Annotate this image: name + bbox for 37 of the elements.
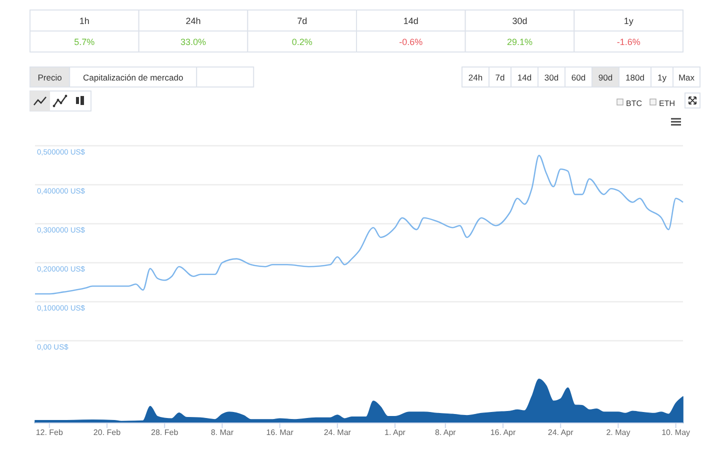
text: 7d [495,72,505,82]
text: 180d [626,72,645,82]
x-tick-label: 16. Mar [266,428,294,437]
data-label: -0.6% [399,37,423,47]
text: 14d [517,72,532,82]
x-tick-label: 10. May [662,428,690,437]
x-tick-label: 1. Apr [384,428,406,437]
data-label: 33.0% [180,37,206,47]
text: Max [678,72,696,82]
text: ETH [659,99,676,108]
category-label: 30d [512,16,528,26]
text: 1y [658,72,668,82]
x-tick-label: 16. Apr [490,428,516,437]
category-label: 14d [403,16,418,26]
text: Precio [38,72,62,82]
data-label: 0.2% [292,37,312,47]
data-label: -1.6% [616,37,640,47]
text: 60d [571,72,586,82]
x-tick-label: 28. Feb [151,428,179,437]
category-label: 7d [297,16,308,26]
text: 90d [598,72,613,82]
text: Capitalización de mercado [83,72,184,82]
text: BTC [626,99,642,108]
x-tick-label: 12. Feb [36,428,64,437]
x-tick-label: 2. May [606,428,630,437]
category-label: 1h [79,16,90,26]
x-tick-label: 24. Mar [324,428,352,437]
x-tick-label: 8. Apr [434,428,456,437]
text: 30d [544,72,559,82]
x-tick-label: 24. Apr [548,428,574,437]
text: 24h [468,72,483,82]
data-label: 5.7% [74,37,95,47]
category-label: 1y [624,16,634,26]
data-label: 29.1% [506,37,533,47]
category-label: 24h [186,16,201,26]
x-tick-label: 8. Mar [210,428,234,437]
x-tick-label: 20. Feb [93,428,122,437]
